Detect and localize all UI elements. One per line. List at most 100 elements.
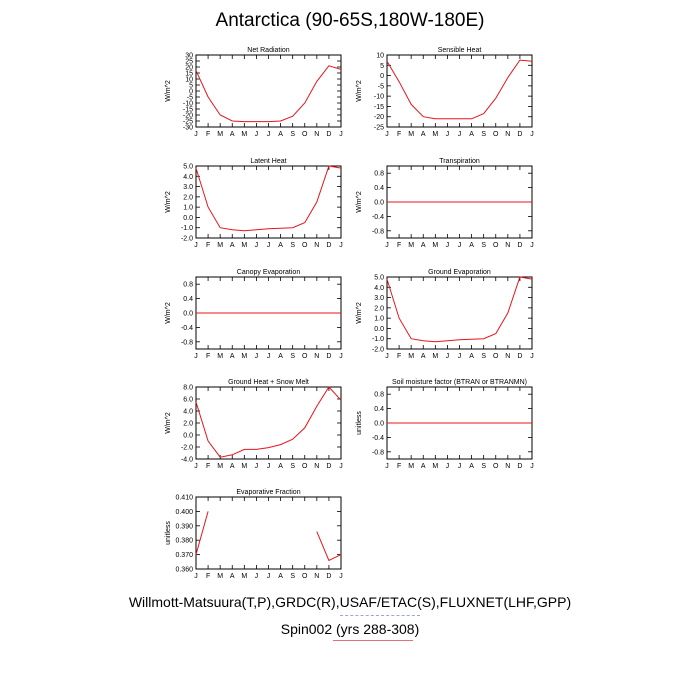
y-tick-label: 0.360 <box>175 567 193 574</box>
y-tick-label: -20 <box>374 114 384 121</box>
x-tick-label: D <box>517 242 522 249</box>
plot-frame <box>386 54 533 128</box>
x-tick-label: O <box>302 353 308 360</box>
x-tick-label: J <box>385 353 389 360</box>
x-tick-label: S <box>290 463 295 470</box>
y-tick-label: -0.4 <box>372 435 384 442</box>
y-tick-label: 0.400 <box>175 509 193 516</box>
y-tick-label: -0.4 <box>181 325 193 332</box>
panel-title: Ground Evaporation <box>428 269 491 276</box>
y-tick-label: 4.0 <box>183 409 193 416</box>
y-tick-label: -5 <box>378 83 384 90</box>
y-axis-label: W/m^2 <box>356 191 363 213</box>
x-tick-label: J <box>446 463 450 470</box>
x-tick-label: D <box>326 131 331 138</box>
x-tick-label: A <box>421 353 426 360</box>
x-tick-label: A <box>230 353 235 360</box>
x-tick-label: A <box>469 242 474 249</box>
x-tick-label: J <box>446 131 450 138</box>
x-tick-label: J <box>458 463 462 470</box>
y-tick-label: -25 <box>183 119 193 126</box>
x-tick-label: O <box>493 242 499 249</box>
y-tick-label: 5 <box>380 63 384 70</box>
y-tick-label: 0.380 <box>175 538 193 545</box>
plot-frame <box>195 386 342 460</box>
series-line <box>195 165 342 232</box>
y-axis-label: W/m^2 <box>165 191 172 213</box>
x-tick-label: J <box>255 463 259 470</box>
y-tick-label: 10 <box>185 77 193 84</box>
y-tick-label: 3.0 <box>183 184 193 191</box>
y-tick-label: 0.0 <box>374 326 384 333</box>
y-tick-label: 15 <box>185 71 193 78</box>
y-tick-label: -10 <box>183 101 193 108</box>
x-tick-label: S <box>290 353 295 360</box>
y-tick-label: -20 <box>183 113 193 120</box>
x-tick-label: F <box>397 242 401 249</box>
data-source-caption: Willmott-Matsuura(T,P),GRDC(R),USAF/ETAC… <box>128 594 572 610</box>
series-line <box>195 65 342 123</box>
x-tick-label: A <box>278 353 283 360</box>
y-tick-label: 5 <box>189 83 193 90</box>
panel-title: Evaporative Fraction <box>236 489 300 496</box>
x-tick-label: A <box>469 463 474 470</box>
x-tick-label: J <box>194 131 198 138</box>
y-axis-label: W/m^2 <box>165 302 172 324</box>
y-tick-label: 30 <box>185 53 193 60</box>
y-tick-label: 0.0 <box>183 215 193 222</box>
panel-7: Ground Heat + Snow Melt W/m^2 8.0 6.0 4.0 2.0… <box>165 379 343 470</box>
y-tick-label: -0.8 <box>181 339 193 346</box>
x-tick-label: J <box>267 573 271 580</box>
x-tick-label: J <box>385 131 389 138</box>
x-tick-label: N <box>505 463 510 470</box>
y-tick-label: 20 <box>185 65 193 72</box>
y-tick-label: 0.4 <box>374 406 384 413</box>
y-tick-label: -4.0 <box>181 457 193 464</box>
x-tick-label: N <box>505 131 510 138</box>
y-tick-label: 0.4 <box>374 185 384 192</box>
panel-9: Evaporative Fraction unitless 0.410 0.400 0.… <box>165 489 343 580</box>
x-tick-label: M <box>241 242 247 249</box>
legend-red-line <box>333 640 413 641</box>
panel-6: Ground Evaporation W/m^2 5.0 4.0 3.0 2.0 1.0 0.… <box>356 269 534 360</box>
x-tick-label: J <box>339 463 343 470</box>
x-tick-label: J <box>255 353 259 360</box>
x-tick-label: J <box>458 353 462 360</box>
series-line <box>195 386 342 458</box>
y-axis-label: W/m^2 <box>356 302 363 324</box>
x-tick-label: D <box>517 463 522 470</box>
x-tick-label: J <box>255 242 259 249</box>
x-tick-label: J <box>194 573 198 580</box>
y-axis-label: unitless <box>356 411 363 435</box>
x-tick-label: N <box>314 353 319 360</box>
y-tick-label: -0.4 <box>372 214 384 221</box>
x-tick-label: A <box>230 463 235 470</box>
y-tick-label: -2.0 <box>181 445 193 452</box>
y-tick-label: -0.8 <box>372 449 384 456</box>
x-tick-label: O <box>302 242 308 249</box>
x-tick-label: O <box>493 463 499 470</box>
x-tick-label: M <box>217 242 223 249</box>
x-tick-label: F <box>397 463 401 470</box>
y-tick-label: 1.0 <box>374 316 384 323</box>
panel-title: Net Radiation <box>247 47 290 54</box>
x-tick-label: M <box>217 131 223 138</box>
x-tick-label: O <box>493 131 499 138</box>
x-tick-label: S <box>290 131 295 138</box>
x-tick-label: A <box>230 242 235 249</box>
figure-title: Antarctica (90-65S,180W-180E) <box>215 10 485 31</box>
y-tick-label: 3.0 <box>374 295 384 302</box>
x-tick-label: J <box>458 131 462 138</box>
x-tick-label: A <box>469 131 474 138</box>
y-tick-label: -25 <box>374 125 384 132</box>
x-tick-label: A <box>278 131 283 138</box>
y-tick-label: 0.370 <box>175 552 193 559</box>
x-tick-label: J <box>339 242 343 249</box>
panel-1: Net RadiationW/m^2302520151050-5-10-15-2… <box>165 47 343 138</box>
x-tick-label: F <box>206 242 210 249</box>
y-tick-label: 10 <box>376 53 384 60</box>
x-tick-label: J <box>194 242 198 249</box>
